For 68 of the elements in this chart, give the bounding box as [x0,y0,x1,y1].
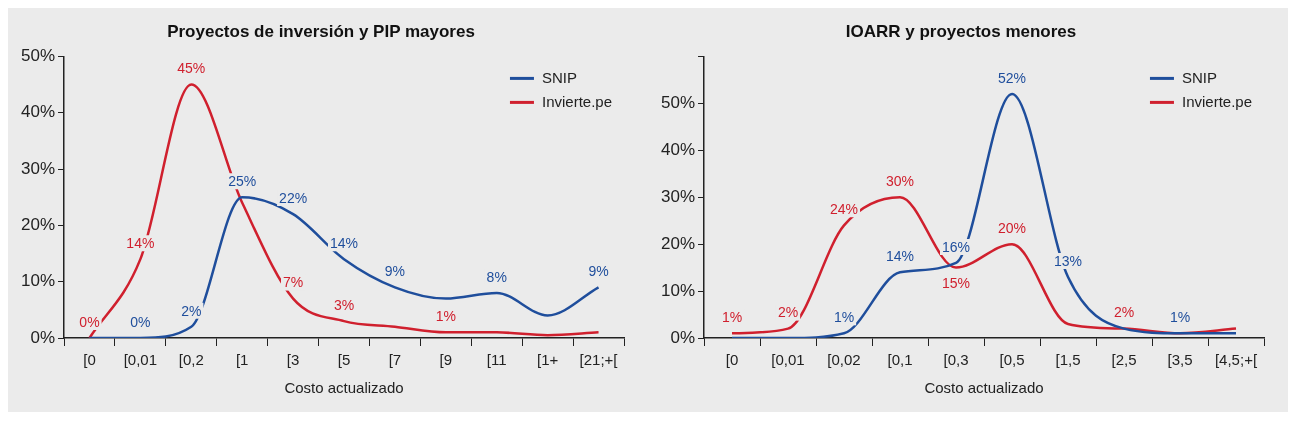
x-tick-label: [2,5 [1111,351,1137,369]
data-label: 8% [486,268,507,285]
x-tick-label: [1+ [537,351,559,369]
x-tick-label: [0 [83,351,96,369]
x-tick-label: [4,5;+[ [1214,351,1258,369]
data-label: 14% [126,235,155,252]
x-tick-label: [21;+[ [579,351,619,369]
data-label: 2% [777,304,799,321]
x-tick-label: [0,2 [178,351,204,369]
data-label: 3% [333,296,355,313]
x-tick-label: [0,01 [123,351,158,369]
x-tick-label: [9 [439,351,453,369]
y-tick-label: 30% [20,158,56,178]
y-tick-label: 0% [30,327,56,347]
data-label: 2% [1113,304,1135,321]
y-tick-label: 20% [20,215,56,235]
x-tick-label: [1 [235,351,249,369]
data-label: 20% [998,219,1027,236]
data-label: 1% [1169,309,1191,326]
data-label: 15% [942,275,971,292]
y-tick-label: 10% [20,271,56,291]
y-tick-label: 40% [20,102,56,122]
data-label: 25% [228,173,257,190]
data-label: 0% [130,313,151,330]
x-tick-label: [1,5 [1055,351,1081,369]
data-label: 16% [942,238,971,255]
y-tick-label: 20% [660,233,696,253]
x-tick-label: [0,01 [771,351,805,369]
data-label: 14% [330,235,359,252]
data-label: 9% [384,263,406,280]
legend-label: Invierte.pe [1181,92,1253,110]
x-tick-label: [0,5 [999,351,1025,369]
chart-title: Proyectos de inversión y PIP mayores [167,21,475,41]
data-label: 1% [833,309,855,326]
data-label: 1% [435,308,456,325]
data-label: 7% [282,274,304,291]
x-axis-title: Costo actualizado [924,379,1044,397]
x-tick-label: [5 [337,351,351,369]
y-tick-label: 50% [660,93,696,113]
data-label: 24% [830,201,859,218]
data-label: 1% [721,309,743,326]
x-axis-title: Costo actualizado [284,379,404,397]
data-label: 14% [886,248,915,265]
data-label: 0% [79,313,100,330]
data-label: 52% [998,69,1027,86]
x-tick-label: [0,02 [827,351,861,369]
y-tick-label: 40% [660,139,696,159]
chart-title: IOARR y proyectos menores [845,21,1077,41]
x-tick-label: [0 [725,351,739,369]
y-tick-label: 50% [20,46,56,66]
x-tick-label: [3,5 [1167,351,1193,369]
data-label: 45% [177,60,206,77]
legend-label: SNIP [541,68,577,86]
data-label: 13% [1053,252,1083,269]
data-label: 2% [181,302,202,319]
y-tick-label: 30% [660,186,696,206]
data-label: 30% [886,173,915,190]
legend-label: SNIP [1181,68,1217,86]
data-label: 22% [279,189,308,206]
x-tick-label: [0,3 [943,351,969,369]
x-tick-label: [7 [388,351,402,369]
data-label: 9% [588,263,609,280]
x-tick-label: [0,1 [887,351,913,369]
y-tick-label: 10% [660,280,696,300]
x-tick-label: [11 [486,351,507,369]
legend-label: Invierte.pe [541,92,613,110]
x-tick-label: [3 [286,351,300,369]
y-tick-label: 0% [670,327,696,347]
